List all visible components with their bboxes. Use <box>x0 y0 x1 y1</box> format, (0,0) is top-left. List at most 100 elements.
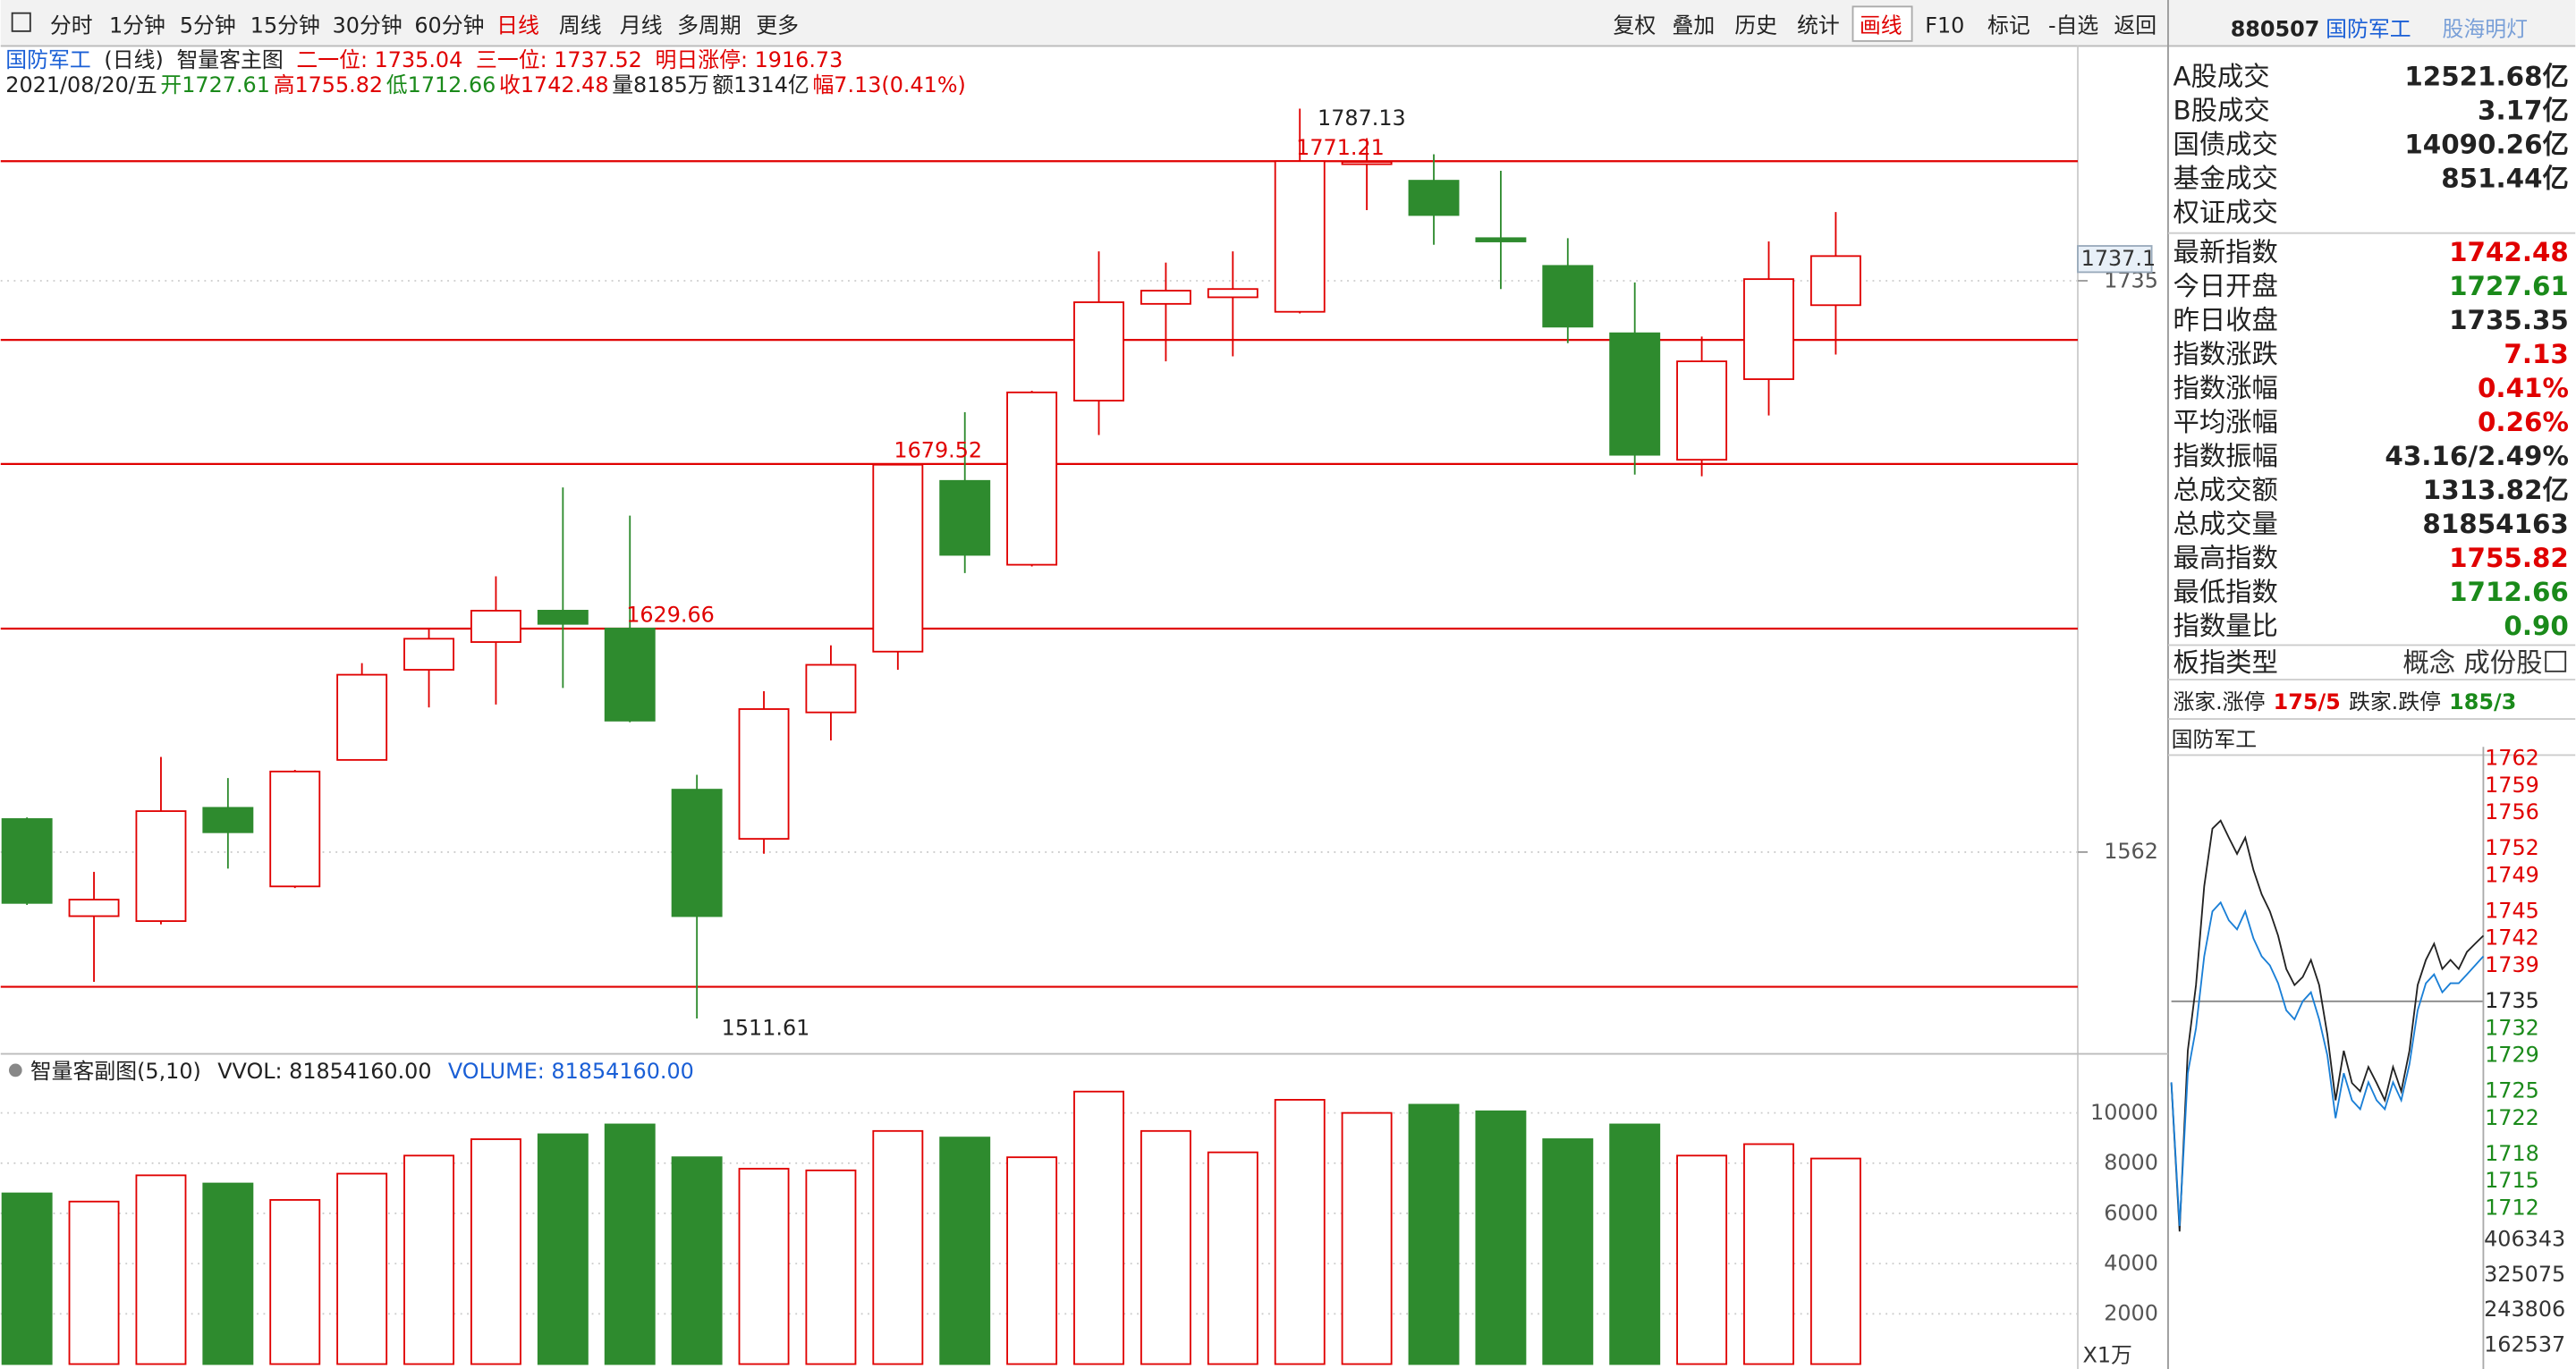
type-label: 板指类型 <box>2173 647 2277 678</box>
stat-value: 1735.35 <box>2449 305 2569 335</box>
candle-body <box>1140 290 1191 305</box>
candle-body <box>1542 265 1594 328</box>
candle-body <box>202 807 254 833</box>
tab[interactable]: 分时 <box>50 13 93 38</box>
volume-bar <box>1207 1151 1258 1365</box>
candle-body <box>671 789 723 917</box>
stat-label: 最低指数 <box>2173 577 2277 607</box>
code: 880507 <box>2231 16 2320 41</box>
tool-button[interactable]: 标记 <box>1987 13 2030 38</box>
stat-label: 指数涨幅 <box>2173 373 2277 403</box>
volume-bar <box>671 1156 723 1365</box>
price-annotation: 1629.66 <box>626 603 715 628</box>
y-tick-label: 2000 <box>2104 1301 2158 1326</box>
candle-body <box>805 663 857 714</box>
unit-label: X1万 <box>2082 1343 2131 1368</box>
tab[interactable]: 更多 <box>756 13 799 38</box>
mini-tick: 1732 <box>2485 1015 2539 1040</box>
header-line: 国防军工 (日线) 智量客主图 二一位: 1735.04 三一位: 1737.52 明日涨… <box>5 47 843 72</box>
stat-label: 最高指数 <box>2173 543 2277 573</box>
mini-line <box>2170 819 2485 1232</box>
stat-value: 3.17亿 <box>2478 95 2569 125</box>
volume-bar <box>604 1123 656 1365</box>
volume-bar <box>202 1182 254 1365</box>
candle-body <box>336 673 388 761</box>
candle-body <box>269 770 321 888</box>
mini-tick: 1729 <box>2485 1042 2539 1067</box>
volume-bar <box>1743 1143 1794 1365</box>
breadth-item: 涨家.涨停 <box>2173 689 2265 714</box>
volume-bar <box>1073 1090 1124 1365</box>
tab[interactable]: 月线 <box>620 13 663 38</box>
candle-body <box>470 610 521 643</box>
volume-bar <box>1676 1154 1728 1365</box>
tab[interactable]: 1分钟 <box>109 13 165 38</box>
price-annotation: 1679.52 <box>894 438 982 463</box>
header-item: VVOL: 81854160.00 <box>217 1059 431 1084</box>
stat-value: 1727.61 <box>2449 271 2569 301</box>
pane-icon <box>8 1063 22 1077</box>
header-item: 二一位: 1735.04 <box>296 47 462 72</box>
y-tick-label: 6000 <box>2104 1200 2158 1225</box>
tab[interactable]: 多周期 <box>677 13 741 38</box>
candle-body <box>1743 278 1794 380</box>
tab[interactable]: 30分钟 <box>333 13 402 38</box>
candle-body <box>1207 288 1258 299</box>
header-item: 三一位: 1737.52 <box>476 47 642 72</box>
candle-body <box>1 818 53 904</box>
mini-vol-tick: 325075 <box>2484 1262 2565 1287</box>
candle-body <box>738 708 790 841</box>
tool-button[interactable]: 复权 <box>1613 13 1656 38</box>
tool-button[interactable]: 历史 <box>1734 13 1777 38</box>
tool-button[interactable]: 返回 <box>2114 13 2157 38</box>
stat-value: 1755.82 <box>2449 543 2569 573</box>
candle-body <box>68 899 120 917</box>
volume-bar <box>470 1138 521 1365</box>
stat-label: 国债成交 <box>2173 129 2277 159</box>
candle-body <box>604 627 656 722</box>
tab[interactable]: 周线 <box>559 13 602 38</box>
y-tick-label: 10000 <box>2090 1100 2158 1125</box>
tool-button[interactable]: F10 <box>1925 13 1964 38</box>
tab[interactable]: 日线 <box>496 13 539 38</box>
candle-body <box>1274 160 1326 313</box>
header-item: 明日涨停: 1916.73 <box>656 47 843 72</box>
tool-button[interactable]: 叠加 <box>1673 13 1716 38</box>
tool-button[interactable]: 画线 <box>1860 13 1902 38</box>
tab[interactable]: 5分钟 <box>180 13 236 38</box>
candle-body <box>872 463 924 653</box>
header-item: 国防军工 <box>5 47 90 72</box>
mini-vol-tick: 406343 <box>2484 1226 2565 1251</box>
volume-bar <box>738 1168 790 1365</box>
price-annotation: 1771.21 <box>1296 135 1385 160</box>
tab[interactable]: 60分钟 <box>414 13 484 38</box>
mini-tick: 1725 <box>2485 1078 2539 1103</box>
candle-body <box>135 810 187 923</box>
type-icon <box>2545 650 2567 672</box>
header-line: 2021/08/20/五 开1727.61 高1755.82 低1712.66 收174… <box>5 72 966 97</box>
stat-value: 851.44亿 <box>2441 163 2569 193</box>
stat-label: 指数振幅 <box>2173 441 2277 471</box>
volume-bar <box>403 1154 454 1365</box>
tool-button[interactable]: 统计 <box>1797 13 1840 38</box>
menu-icon[interactable] <box>11 12 31 32</box>
mini-vol-tick: 243806 <box>2484 1297 2565 1322</box>
tool-button[interactable]: -自选 <box>2048 13 2098 38</box>
active-box <box>1852 5 1913 42</box>
mini-tick: 1745 <box>2485 899 2539 924</box>
stat-value: 0.90 <box>2504 611 2568 641</box>
candle-body <box>1006 391 1058 566</box>
mini-tick: 1735 <box>2485 988 2539 1013</box>
volume-bar <box>1341 1111 1393 1365</box>
breadth-item: 跌家.跌停 <box>2349 689 2441 714</box>
candle-body <box>1341 161 1393 165</box>
tab[interactable]: 15分钟 <box>250 13 320 38</box>
header-line: 智量客副图(5,10) VVOL: 81854160.00 VOLUME: 8185… <box>30 1059 694 1084</box>
mini-title: 国防军工 <box>2172 727 2257 752</box>
stat-label: B股成交 <box>2173 95 2269 125</box>
stat-label: 昨日收盘 <box>2173 305 2277 335</box>
breadth-item: 175/5 <box>2274 689 2341 714</box>
y-tick-label: 4000 <box>2104 1250 2158 1275</box>
volume-bar <box>269 1198 321 1365</box>
